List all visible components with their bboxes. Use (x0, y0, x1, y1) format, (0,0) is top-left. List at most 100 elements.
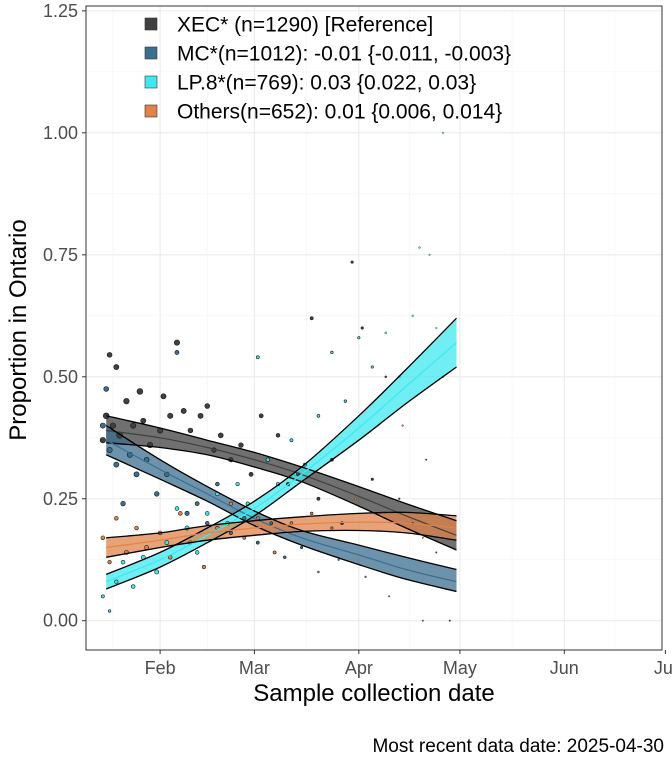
legend-entry-2: LP.8*(n=769): 0.03 {0.022, 0.03} (177, 72, 476, 95)
x-tick-label: Jul (654, 658, 672, 678)
legend-key-1 (144, 46, 158, 60)
data-point-2 (289, 438, 294, 443)
data-point-3 (134, 525, 139, 531)
data-point-0 (113, 364, 120, 370)
data-point-2 (235, 482, 240, 487)
data-point-3 (421, 536, 424, 539)
data-point-2 (100, 594, 105, 599)
data-point-0 (109, 422, 116, 429)
data-point-3 (178, 511, 183, 516)
data-point-1 (106, 446, 113, 453)
data-point-0 (398, 497, 401, 500)
fit-lines (105, 317, 457, 593)
legend-entry-3: Others(n=652): 0.01 {0.006, 0.014} (177, 101, 502, 124)
data-point-1 (269, 521, 274, 525)
confidence-bands (106, 318, 457, 592)
band-upper-0 (106, 415, 457, 522)
data-point-0 (167, 412, 174, 419)
legend-key-0 (144, 17, 158, 31)
fit-line-0 (106, 429, 457, 536)
band-lower-3 (106, 529, 457, 558)
band-upper-3 (106, 511, 457, 539)
data-point-3 (114, 516, 119, 521)
data-point-2 (107, 609, 112, 613)
data-point-2 (174, 506, 180, 511)
data-point-1 (174, 350, 180, 355)
legend-entry-1: MC*(n=1012): -0.01 {-0.011, -0.003} (177, 43, 511, 66)
legend-key-2 (144, 75, 158, 89)
x-axis-title: Sample collection date (253, 680, 494, 707)
x-tick-label: Feb (145, 658, 176, 678)
y-tick-label: 0.25 (43, 489, 78, 509)
data-point-0 (425, 458, 428, 461)
data-point-0 (204, 403, 211, 409)
data-point-1 (154, 491, 160, 497)
data-point-0 (384, 375, 388, 379)
x-axis: Feb Mar Apr May Jun Jul (145, 650, 672, 678)
data-point-1 (194, 501, 200, 506)
band-lower-0 (106, 442, 457, 551)
y-tick-label: 1.25 (43, 1, 78, 21)
data-point-2 (418, 246, 421, 249)
data-point-3 (330, 526, 334, 530)
y-axis-title: Proportion in Ontario (5, 219, 32, 440)
band-lower-1 (105, 454, 457, 593)
y-tick-label: 0.00 (43, 611, 78, 631)
data-point-1 (421, 619, 424, 622)
data-point-2 (255, 355, 260, 360)
data-point-1 (120, 501, 126, 507)
data-point-1 (133, 471, 140, 478)
data-point-2 (442, 131, 445, 134)
data-point-3 (310, 511, 314, 516)
data-point-2 (343, 399, 348, 403)
data-point-3 (354, 497, 357, 501)
data-point-1 (99, 422, 106, 429)
data-point-3 (228, 501, 233, 506)
data-point-0 (309, 316, 314, 321)
band-upper-1 (105, 425, 457, 571)
data-point-2 (154, 569, 160, 575)
legend: XEC* (n=1290) [Reference] MC*(n=1012): -0… (144, 14, 511, 124)
legend-entry-0: XEC* (n=1290) [Reference] (177, 14, 433, 37)
data-point-0 (316, 496, 321, 501)
data-point-2 (435, 327, 438, 329)
data-point-1 (205, 520, 210, 526)
data-point-0 (448, 619, 451, 622)
panel-border (85, 5, 663, 651)
data-point-2 (316, 414, 321, 418)
data-date-caption: Most recent data date: 2025-04-30 (372, 736, 664, 757)
y-tick-label: 0.75 (43, 245, 78, 265)
x-tick-label: May (443, 658, 477, 678)
x-tick-label: Apr (345, 658, 373, 678)
data-point-0 (217, 432, 224, 439)
data-point-0 (360, 326, 364, 330)
data-point-0 (160, 393, 167, 400)
data-point-3 (201, 565, 206, 570)
data-point-2 (384, 331, 388, 335)
confidence-band-2 (106, 318, 457, 589)
data-point-0 (258, 413, 264, 419)
data-point-0 (435, 551, 438, 554)
data-point-0 (197, 412, 204, 419)
data-point-3 (144, 545, 149, 550)
data-point-3 (100, 535, 106, 540)
fit-line-3 (106, 521, 457, 549)
data-point-0 (123, 398, 130, 405)
confidence-band-3 (106, 512, 457, 558)
data-point-2 (357, 336, 361, 340)
data-point-0 (370, 477, 374, 481)
data-point-0 (275, 433, 281, 438)
data-point-1 (215, 481, 220, 487)
band-upper-2 (105, 317, 457, 576)
data-point-1 (388, 595, 391, 598)
data-point-1 (364, 575, 367, 578)
data-point-1 (255, 540, 260, 545)
data-point-3 (272, 550, 277, 555)
band-lower-2 (105, 366, 457, 590)
data-point-2 (330, 350, 334, 355)
data-point-2 (120, 559, 126, 565)
confidence-band-1 (106, 425, 457, 592)
data-point-1 (113, 461, 120, 468)
data-point-0 (140, 417, 147, 424)
